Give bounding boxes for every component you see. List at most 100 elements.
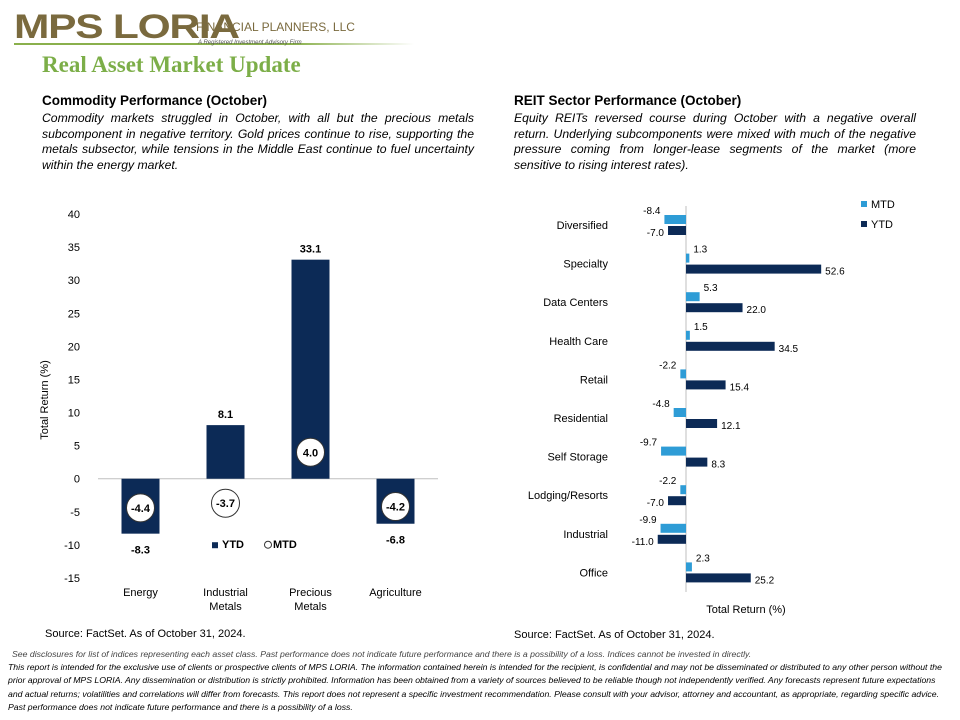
mtd-marker xyxy=(211,488,240,518)
legend-ytd-swatch xyxy=(861,221,867,227)
legend-ytd-label: YTD xyxy=(871,219,893,231)
ytd-data-label: 8.3 xyxy=(711,460,725,471)
ytd-bar xyxy=(686,341,775,351)
y-category-label: Self Storage xyxy=(547,452,608,464)
ytd-data-label: 22.0 xyxy=(747,305,767,316)
y-category-label: Diversified xyxy=(557,220,608,232)
mtd-data-label: -2.2 xyxy=(659,360,677,371)
mtd-marker xyxy=(381,492,410,522)
y-tick-label: 0 xyxy=(74,474,80,486)
ytd-data-label: 25.2 xyxy=(755,575,775,586)
y-category-label: Office xyxy=(579,567,608,579)
y-category-label: Specialty xyxy=(563,259,608,271)
ytd-bar xyxy=(668,496,686,506)
mtd-data-label: 1.5 xyxy=(694,322,708,333)
legend-mtd-swatch xyxy=(264,540,272,549)
y-tick-label: -5 xyxy=(70,507,80,519)
legend-mtd-label: MTD xyxy=(273,539,297,551)
y-tick-label: 10 xyxy=(68,408,80,420)
mtd-bar xyxy=(661,446,686,456)
y-category-label: Health Care xyxy=(549,336,608,348)
mtd-marker xyxy=(296,437,325,467)
y-category-label: Data Centers xyxy=(543,297,608,309)
ytd-data-label: 12.1 xyxy=(721,421,741,432)
mtd-data-label: -9.7 xyxy=(640,438,658,449)
y-category-label: Residential xyxy=(554,413,608,425)
commodity-performance-chart: 40 35 30 25 20 15 10 5 0 -5 -10 -15 Total Return (%)… xyxy=(39,209,438,613)
ytd-data-label: 52.6 xyxy=(825,267,845,278)
logo-underline xyxy=(14,43,414,45)
mtd-data-label: 4.0 xyxy=(303,447,318,459)
company-logo: MPS LORIA FINANCIAL PLANNERS, LLC A Regi… xyxy=(14,8,434,54)
mtd-bar xyxy=(686,330,690,340)
mtd-bar xyxy=(686,562,692,572)
ytd-data-label: 8.1 xyxy=(218,409,233,421)
ytd-bar xyxy=(206,425,245,479)
x-category-label: Metals xyxy=(209,601,242,613)
mtd-bar xyxy=(664,215,686,224)
legend-mtd-label: MTD xyxy=(871,199,895,211)
reit-section-title: REIT Sector Performance (October) xyxy=(514,93,742,108)
mtd-data-label: -4.4 xyxy=(131,503,151,515)
y-tick-label: 40 xyxy=(68,209,80,221)
ytd-data-label: -8.3 xyxy=(131,545,150,557)
ytd-bar xyxy=(657,534,686,544)
y-tick-label: 30 xyxy=(68,275,80,287)
mtd-data-label: -2.2 xyxy=(659,476,677,487)
mtd-data-label: -3.7 xyxy=(216,498,235,510)
ytd-data-label: -7.0 xyxy=(647,498,665,509)
chart-legend: MTD YTD xyxy=(861,199,895,231)
reit-sector-chart: Diversified -8.4 -7.0 Specialty 1.3 52.6 Data … xyxy=(528,199,895,616)
commodity-source-note: Source: FactSet. As of October 31, 2024. xyxy=(45,628,246,640)
ytd-data-label: -7.0 xyxy=(647,228,665,239)
mtd-bar xyxy=(686,292,700,302)
commodity-section-title: Commodity Performance (October) xyxy=(42,93,268,108)
ytd-bar xyxy=(686,303,743,313)
chart-legend: YTD MTD xyxy=(212,539,297,551)
logo-subtitle: FINANCIAL PLANNERS, LLC xyxy=(196,20,355,34)
ytd-data-label: 33.1 xyxy=(300,244,321,256)
disclaimer-line-2: This report is intended for the exclusiv… xyxy=(8,662,942,712)
disclaimer-line-1: See disclosures for list of indices repr… xyxy=(12,649,752,659)
logo-wordmark: MPS LORIA xyxy=(14,8,240,46)
y-category-label: Lodging/Resorts xyxy=(528,490,609,502)
y-category-label: Industrial xyxy=(563,529,608,541)
x-category-label: Energy xyxy=(123,587,158,599)
mtd-bar xyxy=(686,253,690,263)
y-tick-label: 25 xyxy=(68,308,80,320)
legend-ytd-label: YTD xyxy=(222,539,244,551)
mtd-data-label: -8.4 xyxy=(643,206,661,217)
ytd-bar xyxy=(668,226,686,235)
legend-ytd-swatch xyxy=(212,542,218,549)
mtd-bar xyxy=(673,408,686,417)
x-axis-title: Total Return (%) xyxy=(706,604,785,616)
y-tick-label: -15 xyxy=(64,573,80,585)
y-tick-label: 5 xyxy=(74,441,80,453)
ytd-bar xyxy=(686,419,718,428)
disclaimer: See disclosures for list of indices repr… xyxy=(8,648,952,714)
commodity-section-text: Commodity markets struggled in October, … xyxy=(42,111,474,172)
reit-source-note: Source: FactSet. As of October 31, 2024. xyxy=(514,629,715,641)
ytd-data-label: -6.8 xyxy=(386,535,405,547)
ytd-bar xyxy=(686,264,822,274)
x-category-label: Agriculture xyxy=(369,587,422,599)
y-axis-title: Total Return (%) xyxy=(39,360,51,439)
legend-mtd-swatch xyxy=(861,201,867,207)
ytd-bar xyxy=(686,380,726,390)
y-tick-label: 20 xyxy=(68,341,80,353)
ytd-data-label: 34.5 xyxy=(779,344,799,355)
mtd-data-label: -4.8 xyxy=(652,399,670,410)
mtd-data-label: 2.3 xyxy=(696,553,710,564)
mtd-bar xyxy=(680,485,686,495)
x-category-label: Precious xyxy=(289,587,332,599)
mtd-bar xyxy=(680,369,686,379)
mtd-data-label: 1.3 xyxy=(693,245,707,256)
mtd-data-label: 5.3 xyxy=(704,283,718,294)
ytd-data-label: -11.0 xyxy=(632,537,654,548)
y-tick-label: 15 xyxy=(68,374,80,386)
logo-tagline: A Registered Investment Advisory Firm xyxy=(198,40,302,46)
mtd-marker xyxy=(126,493,155,523)
mtd-data-label: -4.2 xyxy=(386,502,405,514)
reit-section-text: Equity REITs reversed course during Octo… xyxy=(514,111,916,172)
x-category-label: Industrial xyxy=(203,587,248,599)
